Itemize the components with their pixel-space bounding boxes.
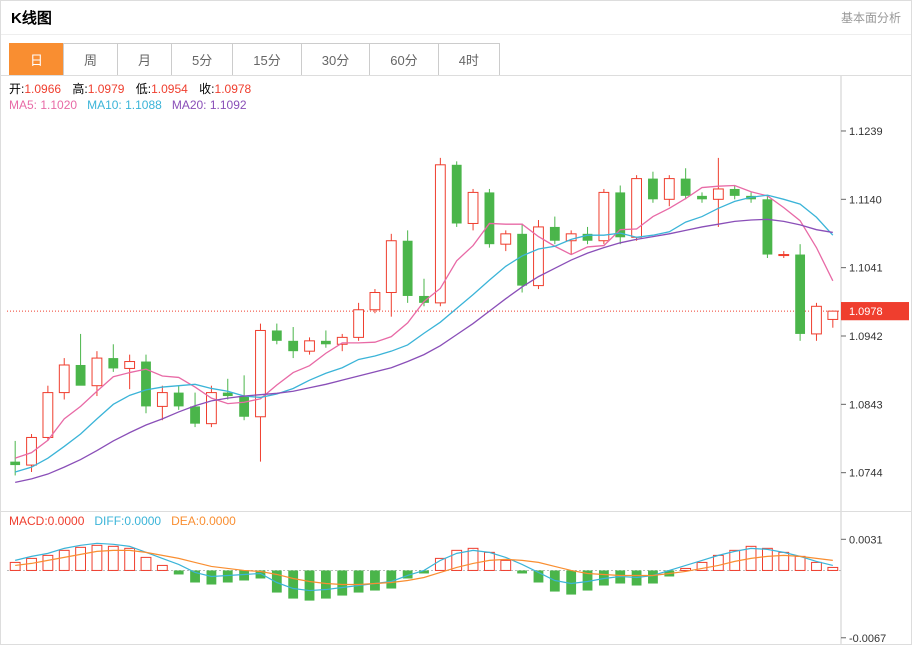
tab-60分[interactable]: 60分 — [369, 43, 438, 75]
tab-月[interactable]: 月 — [117, 43, 172, 75]
macd-readout: MACD:0.0000 DIFF:0.0000 DEA:0.0000 — [9, 514, 236, 528]
svg-text:0.0031: 0.0031 — [849, 534, 883, 546]
header: K线图 基本面分析 — [1, 1, 911, 35]
tab-15分[interactable]: 15分 — [232, 43, 301, 75]
tab-5分[interactable]: 5分 — [171, 43, 233, 75]
chart-container: K线图 基本面分析 日周月5分15分30分60分4时 开:1.0966 高:1.… — [0, 0, 912, 645]
macd-svg: -0.0067 0.0031 — [1, 512, 911, 644]
svg-text:1.1041: 1.1041 — [849, 263, 883, 275]
macd-chart[interactable]: MACD:0.0000 DIFF:0.0000 DEA:0.0000 -0.00… — [1, 512, 911, 644]
candlestick-chart[interactable]: 开:1.0966 高:1.0979 低:1.0954 收:1.0978 MA5:… — [1, 76, 911, 512]
timeframe-tabs: 日周月5分15分30分60分4时 — [1, 35, 911, 76]
svg-text:1.0843: 1.0843 — [849, 399, 883, 411]
tab-日[interactable]: 日 — [9, 43, 64, 75]
tab-4时[interactable]: 4时 — [438, 43, 500, 75]
tab-周[interactable]: 周 — [63, 43, 118, 75]
svg-text:-0.0067: -0.0067 — [849, 633, 886, 644]
fundamental-analysis-link[interactable]: 基本面分析 — [841, 9, 901, 26]
chart-title: K线图 — [11, 7, 52, 28]
tab-30分[interactable]: 30分 — [301, 43, 370, 75]
svg-text:1.1140: 1.1140 — [849, 194, 882, 206]
ohlc-readout: 开:1.0966 高:1.0979 低:1.0954 收:1.0978 — [9, 80, 259, 97]
svg-text:1.0978: 1.0978 — [849, 306, 883, 318]
svg-text:1.0942: 1.0942 — [849, 331, 883, 343]
candlestick-svg: 1.0744 1.0843 1.0942 1.1041 1.1140 1.1239 1.09… — [1, 76, 911, 511]
ma-readout: MA5: 1.1020 MA10: 1.1088 MA20: 1.1092 — [9, 98, 247, 112]
svg-text:1.1239: 1.1239 — [849, 126, 883, 138]
chart-wrap: 开:1.0966 高:1.0979 低:1.0954 收:1.0978 MA5:… — [1, 76, 911, 644]
svg-text:1.0744: 1.0744 — [849, 468, 883, 480]
